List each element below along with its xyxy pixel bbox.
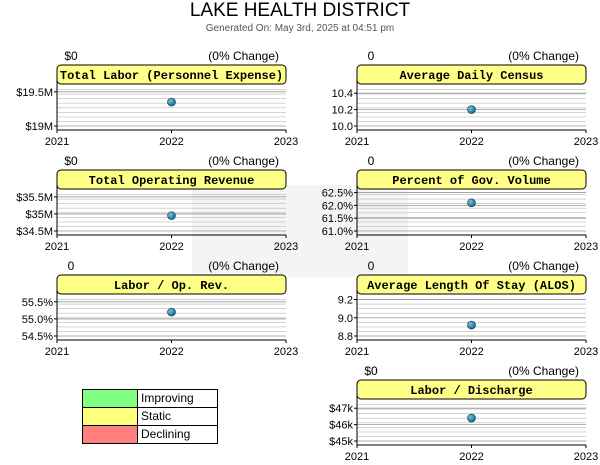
x-tick-label: 2022 bbox=[159, 346, 183, 358]
chart-title-box bbox=[356, 64, 587, 85]
legend-improving: Improving bbox=[83, 390, 217, 408]
chart-title: Labor / Op. Rev. bbox=[114, 279, 229, 293]
legend-declining: Declining bbox=[83, 426, 217, 443]
y-tick-label: $47k bbox=[329, 403, 353, 415]
change-value: 0 bbox=[368, 49, 375, 63]
report-title: LAKE HEALTH DISTRICT bbox=[189, 0, 411, 21]
chart-title: Average Length Of Stay (ALOS) bbox=[367, 279, 576, 293]
y-tick-label: 9.2 bbox=[338, 295, 353, 307]
chart-title: Total Labor (Personnel Expense) bbox=[60, 69, 283, 83]
chart-title: Average Daily Census bbox=[399, 69, 543, 83]
chart-title-box bbox=[56, 64, 287, 85]
data-point bbox=[167, 97, 176, 107]
change-value: 0 bbox=[68, 259, 75, 273]
y-tick-label: 8.8 bbox=[338, 331, 353, 343]
x-tick-label: 2021 bbox=[345, 241, 369, 253]
x-tick-label: 2022 bbox=[459, 346, 483, 358]
y-tick-label: $34.5M bbox=[16, 226, 53, 238]
change-percent: (0% Change) bbox=[208, 154, 279, 168]
y-tick-label: $35.5M bbox=[16, 192, 53, 204]
y-tick-label: 55.0% bbox=[22, 314, 53, 326]
legend-label-static: Static bbox=[141, 409, 172, 423]
y-tick-label: 61.0% bbox=[322, 226, 353, 238]
change-percent: (0% Change) bbox=[508, 49, 579, 63]
change-percent: (0% Change) bbox=[508, 364, 579, 378]
change-percent: (0% Change) bbox=[508, 259, 579, 273]
legend-static: Static bbox=[83, 408, 217, 426]
data-point bbox=[467, 105, 476, 114]
legend-swatch-improving bbox=[83, 390, 138, 407]
data-point bbox=[167, 307, 176, 317]
y-tick-label: 62.5% bbox=[322, 188, 353, 200]
y-tick-label: 54.5% bbox=[22, 331, 53, 343]
x-tick-label: 2021 bbox=[45, 241, 69, 253]
x-tick-label: 2022 bbox=[159, 136, 183, 148]
chart-title-box bbox=[56, 169, 287, 190]
x-tick-label: 2023 bbox=[274, 241, 298, 253]
y-tick-label: 10.0 bbox=[332, 121, 353, 133]
y-tick-label: 61.5% bbox=[322, 213, 353, 225]
data-point bbox=[167, 211, 176, 220]
y-tick-label: 10.2 bbox=[332, 105, 353, 117]
x-tick-label: 2021 bbox=[345, 451, 369, 463]
chart-title: Labor / Discharge bbox=[410, 384, 532, 398]
chart-title-box bbox=[356, 169, 587, 190]
data-point bbox=[467, 198, 476, 208]
change-value: 0 bbox=[368, 259, 375, 273]
legend-swatch-static bbox=[83, 408, 138, 425]
legend-swatch-declining bbox=[83, 426, 138, 443]
change-percent: (0% Change) bbox=[508, 154, 579, 168]
change-percent: (0% Change) bbox=[208, 259, 279, 273]
change-value: $0 bbox=[364, 364, 378, 378]
y-tick-label: $46k bbox=[329, 420, 353, 432]
x-tick-label: 2022 bbox=[459, 241, 483, 253]
x-tick-label: 2023 bbox=[274, 346, 298, 358]
y-tick-label: $19.5M bbox=[16, 87, 53, 99]
change-value: $0 bbox=[64, 154, 78, 168]
change-percent: (0% Change) bbox=[208, 49, 279, 63]
x-tick-label: 2021 bbox=[45, 346, 69, 358]
status-legend: Improving Static Declining bbox=[82, 389, 218, 444]
chart-title: Percent of Gov. Volume bbox=[392, 174, 550, 188]
data-point bbox=[467, 320, 476, 330]
data-point bbox=[467, 413, 476, 423]
report-subtitle: Generated On: May 3rd, 2025 at 04:51 pm bbox=[205, 23, 395, 34]
x-tick-label: 2023 bbox=[574, 241, 598, 253]
x-tick-label: 2022 bbox=[459, 136, 483, 148]
y-tick-label: $45k bbox=[329, 436, 353, 448]
chart-title-box bbox=[356, 274, 587, 295]
x-tick-label: 2023 bbox=[574, 346, 598, 358]
y-tick-label: 62.0% bbox=[322, 200, 353, 212]
change-value: 0 bbox=[368, 154, 375, 168]
x-tick-label: 2022 bbox=[159, 241, 183, 253]
x-tick-label: 2021 bbox=[345, 136, 369, 148]
x-tick-label: 2022 bbox=[459, 451, 483, 463]
y-tick-label: 10.4 bbox=[332, 88, 353, 100]
x-tick-label: 2021 bbox=[45, 136, 69, 148]
change-value: $0 bbox=[64, 49, 78, 63]
x-tick-label: 2021 bbox=[345, 346, 369, 358]
chart-title-box bbox=[56, 274, 287, 295]
chart-title: Total Operating Revenue bbox=[89, 174, 255, 188]
y-tick-label: $19M bbox=[25, 121, 53, 133]
chart-title-box bbox=[356, 379, 587, 400]
legend-label-improving: Improving bbox=[141, 391, 194, 405]
y-tick-label: $35M bbox=[25, 209, 53, 221]
x-tick-label: 2023 bbox=[574, 451, 598, 463]
legend-label-declining: Declining bbox=[141, 427, 191, 441]
x-tick-label: 2023 bbox=[574, 136, 598, 148]
y-tick-label: 9.0 bbox=[338, 313, 353, 325]
x-tick-label: 2023 bbox=[274, 136, 298, 148]
y-tick-label: 55.5% bbox=[22, 297, 53, 309]
